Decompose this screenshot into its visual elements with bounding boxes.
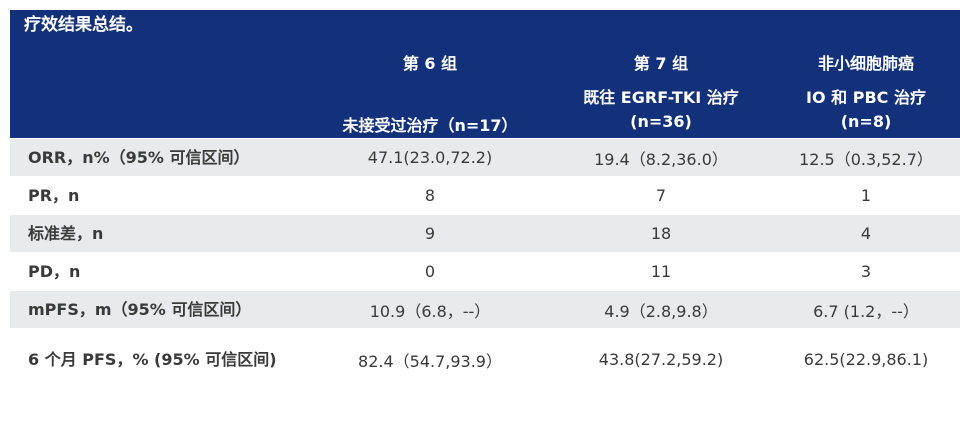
cell-value: 4 <box>860 224 872 243</box>
cell-value: 6.7 (1.2，--） <box>813 301 919 321</box>
table-row-orr: ORR，n%（95% 可信区间） 47.1(23.0,72.2) 19.4（8.… <box>10 138 960 176</box>
row-label: 标准差，n <box>28 223 104 243</box>
column-header-group7: 第 7 组 既往 EGRF-TKI 治疗 (n=36) <box>550 40 772 138</box>
cell-value: 11 <box>650 262 672 281</box>
row-label: ORR，n%（95% 可信区间） <box>28 147 250 167</box>
column-header-line2: 既往 EGRF-TKI 治疗 <box>583 88 739 107</box>
cell-value: 18 <box>650 224 672 243</box>
cell-value: 10.9（6.8，--） <box>369 301 491 321</box>
cell-value: 19.4（8.2,36.0） <box>594 149 728 169</box>
cell-value: 1 <box>860 186 872 205</box>
table-header: 第 6 组 未接受过治疗（n=17） 第 7 组 既往 EGRF-TKI 治疗 … <box>10 40 960 138</box>
row-label: 6 个月 PFS，% (95% 可信区间) <box>28 349 277 369</box>
row-label: mPFS，m（95% 可信区间） <box>28 299 252 319</box>
cell-value: 8 <box>424 186 436 205</box>
column-header-line3: 未接受过治疗（n=17） <box>342 116 518 135</box>
row-label: PD，n <box>28 261 81 281</box>
column-header-line3: (n=8) <box>840 112 892 131</box>
cell-value: 0 <box>424 262 436 281</box>
table-title: 疗效结果总结。 <box>10 10 960 40</box>
cell-value: 3 <box>860 262 872 281</box>
table-row-sd: 标准差，n 9 18 4 <box>10 214 960 252</box>
column-header-line1: 第 7 组 <box>633 54 689 73</box>
column-header-line1: 第 6 组 <box>402 54 458 73</box>
cell-value: 7 <box>655 186 667 205</box>
column-header-nsclc: 非小细胞肺癌 IO 和 PBC 治疗 (n=8) <box>772 40 960 138</box>
column-header-line1: 非小细胞肺癌 <box>817 54 914 73</box>
cell-value: 9 <box>424 224 436 243</box>
column-header-line2: IO 和 PBC 治疗 <box>806 88 926 107</box>
table-row-pd: PD，n 0 11 3 <box>10 252 960 290</box>
column-header-line3: (n=36) <box>630 112 692 131</box>
cell-value: 43.8(27.2,59.2) <box>598 350 724 369</box>
cell-value: 47.1(23.0,72.2) <box>367 148 493 167</box>
table-row-6m-pfs: 6 个月 PFS，% (95% 可信区间) 82.4（54.7,93.9） 43… <box>10 328 960 390</box>
cell-value: 12.5（0.3,52.7） <box>799 149 933 169</box>
table-body: ORR，n%（95% 可信区间） 47.1(23.0,72.2) 19.4（8.… <box>10 138 960 390</box>
cell-value: 62.5(22.9,86.1) <box>803 350 929 369</box>
table-row-pr: PR，n 8 7 1 <box>10 176 960 214</box>
table-row-mpfs: mPFS，m（95% 可信区间） 10.9（6.8，--） 4.9（2.8,9.… <box>10 290 960 328</box>
cell-value: 82.4（54.7,93.9） <box>358 351 502 371</box>
cell-value: 4.9（2.8,9.8） <box>604 301 718 321</box>
row-label: PR，n <box>28 185 80 205</box>
column-header-group6: 第 6 组 未接受过治疗（n=17） <box>310 40 550 138</box>
